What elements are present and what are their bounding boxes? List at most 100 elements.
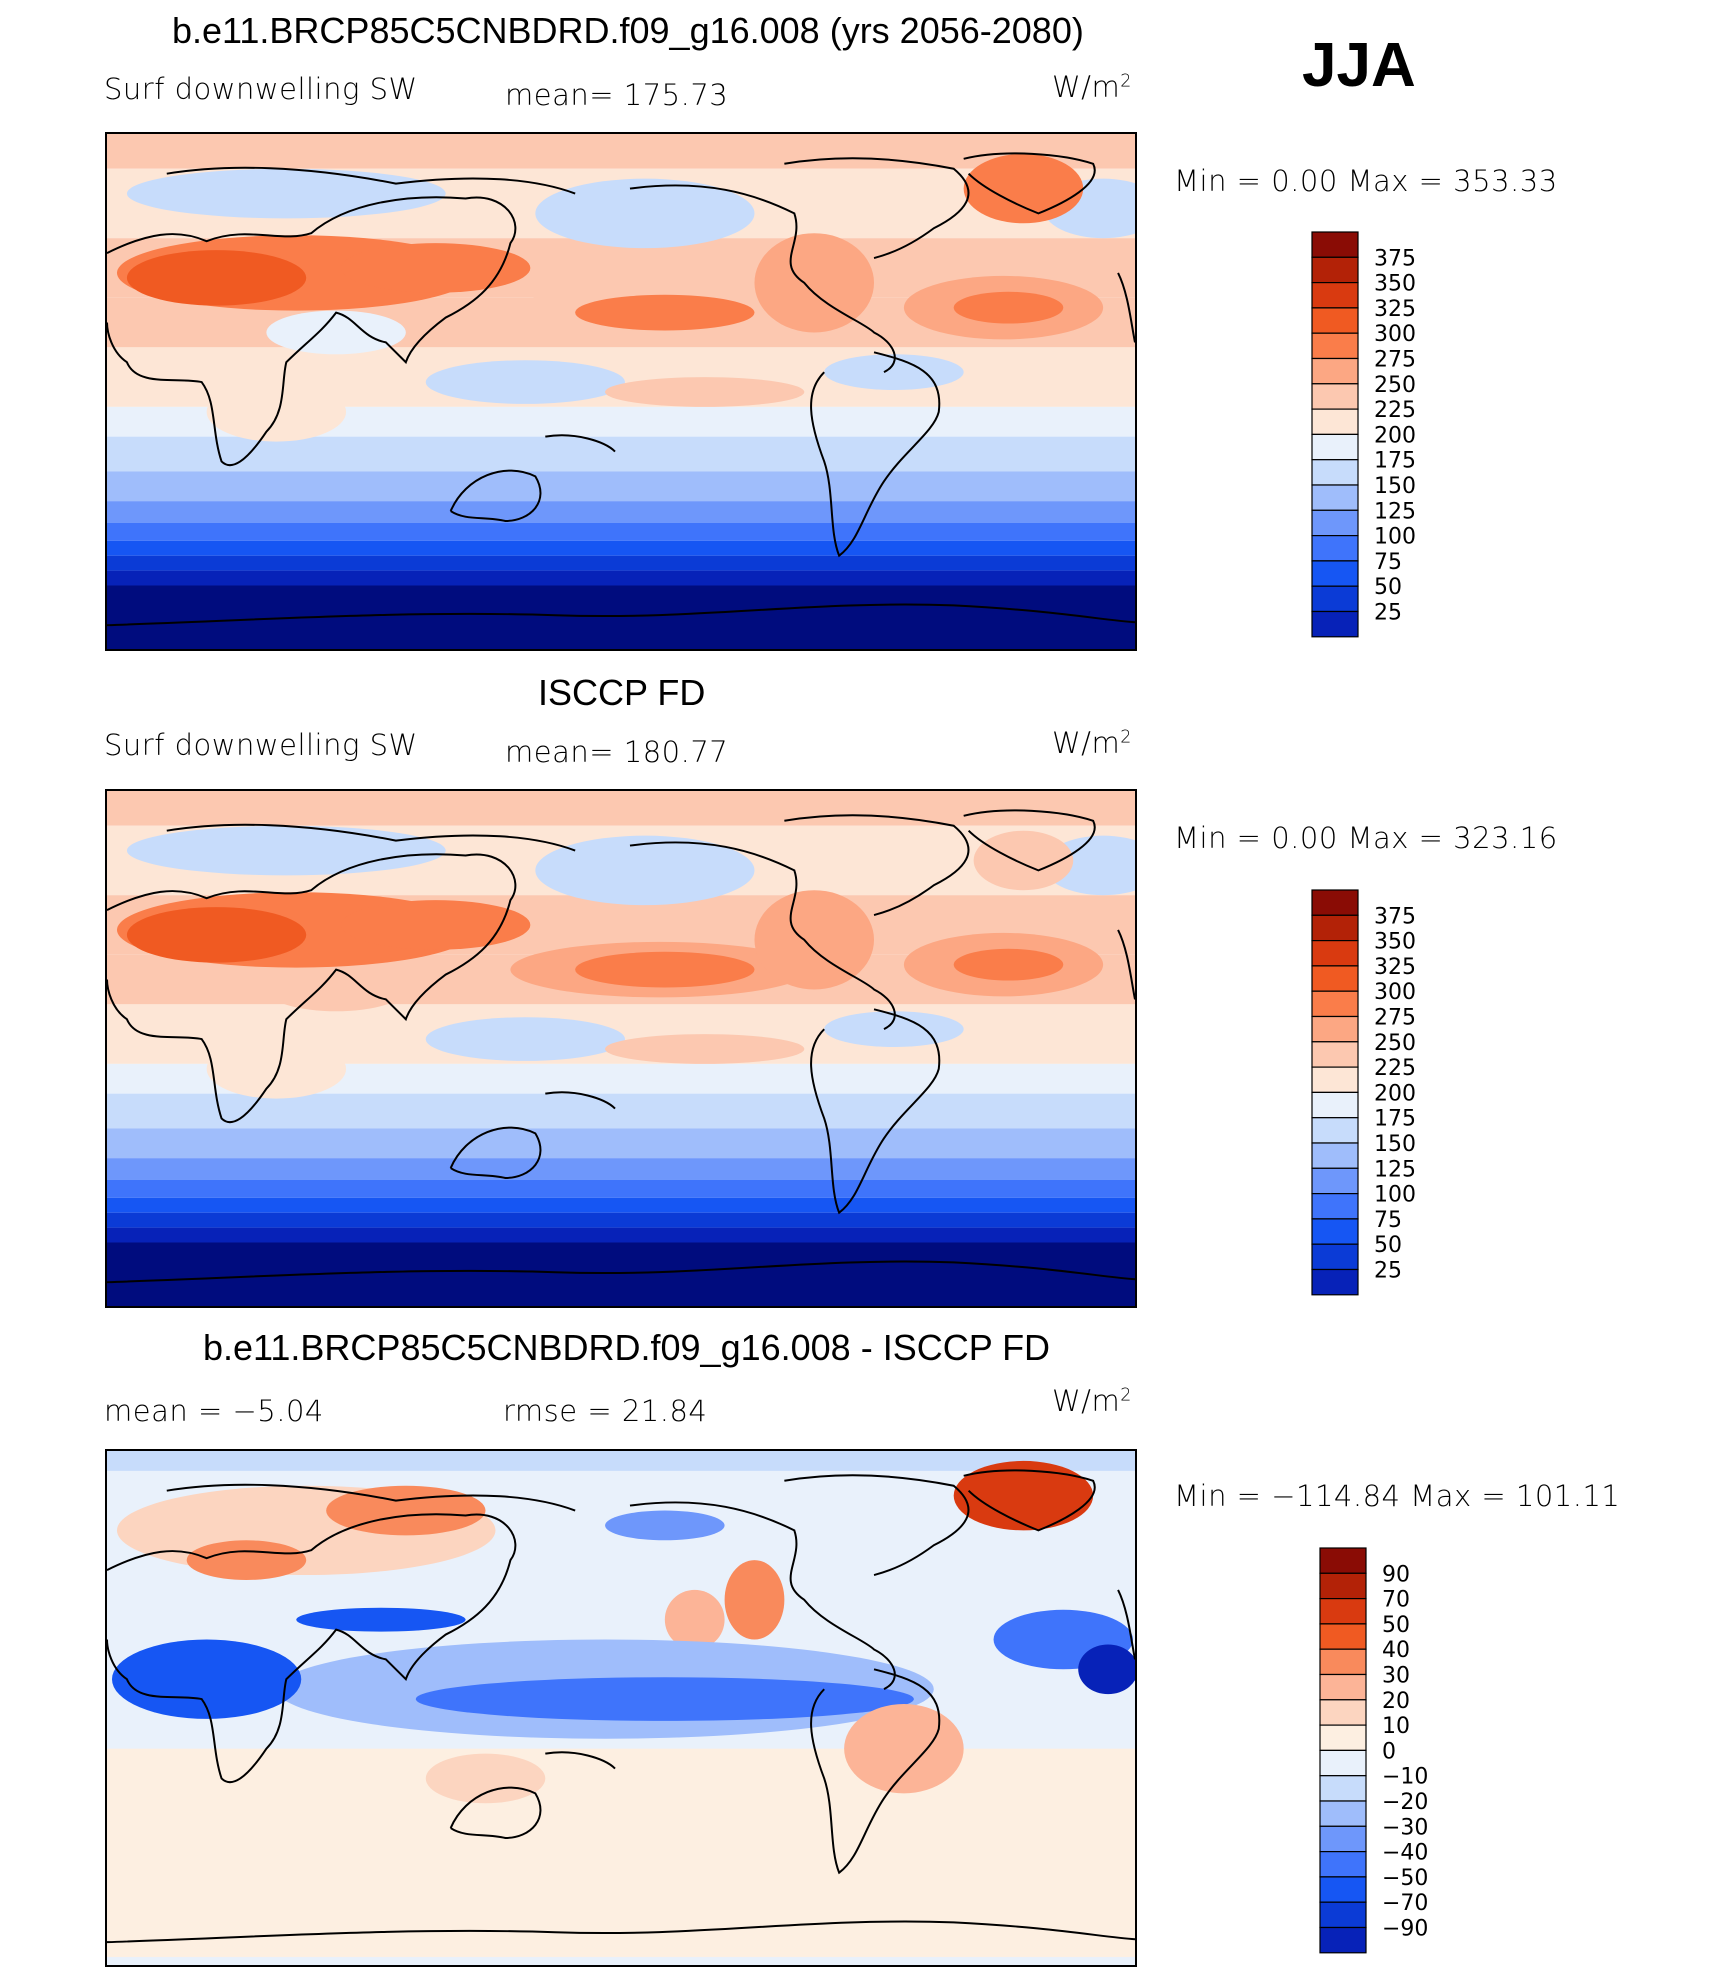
panel-3-colorbar-tick-label: −40	[1382, 1841, 1428, 1866]
panel-3-colorbar-tick-label: −70	[1382, 1891, 1428, 1916]
coastline-segment	[1117, 272, 1135, 343]
coastline-segment	[449, 469, 542, 522]
panel-2-colorbar-box	[1311, 889, 1359, 916]
coastline-segment	[629, 1501, 896, 1691]
field-contours	[107, 134, 1135, 649]
panel-2-colorbar-tick-label: 75	[1374, 1208, 1402, 1233]
panel-3-colorbar-tick-label: −20	[1382, 1790, 1428, 1815]
panel-2-colorbar-tick-label: 25	[1374, 1259, 1402, 1284]
coastline-segment	[107, 603, 1135, 627]
panel-2-colorbar-box	[1311, 1167, 1359, 1195]
coastline-segment	[629, 184, 896, 374]
panel-2-colorbar-box	[1311, 914, 1359, 942]
panel-2-colorbar-box	[1311, 1268, 1359, 1296]
panel-2-colorbar-tick-label: 50	[1374, 1233, 1402, 1258]
panel-1-colorbar-tick-label: 275	[1374, 348, 1416, 373]
coastline-segment	[784, 157, 970, 259]
panel-3-colorbar-tick-label: 20	[1382, 1689, 1410, 1714]
panel-3-colorbar-box	[1319, 1648, 1367, 1676]
panel-2-colorbar-box	[1311, 1193, 1359, 1220]
coastline-segment	[810, 351, 941, 558]
panel-3-colorbar-box	[1319, 1851, 1367, 1878]
panel-2-variable-label: Surf downwelling SW	[104, 728, 418, 762]
coastlines	[107, 1469, 1135, 1944]
coastline-segment	[963, 809, 1096, 872]
panel-2-colorbar-tick-label: 325	[1374, 955, 1416, 980]
panel-2-colorbar-tick-label: 125	[1374, 1157, 1416, 1182]
coastline-segment	[810, 1008, 941, 1215]
panel-1-colorbar-box	[1311, 509, 1359, 537]
panel-2-colorbar-tick-label: 200	[1374, 1081, 1416, 1106]
field-contours	[107, 1451, 1135, 1965]
panel-1-mean-label: mean= 175.73	[505, 78, 729, 112]
panel-3-colorbar-box	[1319, 1876, 1367, 1903]
coastline-segment	[1117, 1589, 1135, 1660]
panel-3-title: b.e11.BRCP85C5CNBDRD.f09_g16.008 - ISCCP…	[203, 1327, 1051, 1368]
panel-3-colorbar-box	[1319, 1623, 1367, 1650]
panel-3-colorbar-box	[1319, 1547, 1367, 1574]
panel-1-map	[105, 132, 1137, 651]
panel-1-colorbar-box	[1311, 459, 1359, 486]
panel-1-colorbar-tick-label: 250	[1374, 373, 1416, 398]
panel-1-colorbar-tick-label: 375	[1374, 246, 1416, 271]
panel-1-colorbar-tick-label: 200	[1374, 423, 1416, 448]
panel-3-colorbar-box	[1319, 1901, 1367, 1929]
panel-3-colorbar-box	[1319, 1673, 1367, 1701]
panel-1-colorbar-box	[1311, 408, 1359, 436]
panel-1-colorbar-box	[1311, 585, 1359, 613]
coastline-segment	[545, 1751, 616, 1770]
panel-1-colorbar-tick-label: 50	[1374, 575, 1402, 600]
panel-3-colorbar-tick-label: 50	[1382, 1613, 1410, 1638]
panel-2-colorbar-tick-label: 175	[1374, 1107, 1416, 1132]
panel-3-colorbar-box	[1319, 1572, 1367, 1600]
panel-3-map	[105, 1449, 1137, 1967]
panel-1-variable-label: Surf downwelling SW	[104, 72, 418, 106]
panel-2-colorbar-box	[1311, 1015, 1359, 1043]
panel-1-colorbar-tick-label: 350	[1374, 272, 1416, 297]
panel-2-map	[105, 789, 1137, 1308]
coastline-segment	[963, 152, 1096, 215]
coastlines	[107, 152, 1135, 627]
panel-1-field-svg	[107, 134, 1135, 649]
panel-3-colorbar-tick-label: 40	[1382, 1638, 1410, 1663]
coastline-segment	[107, 1920, 1135, 1944]
panel-1-colorbar: 3753503253002752502252001751501251007550…	[1311, 231, 1416, 638]
panel-3-colorbar-tick-label: 10	[1382, 1714, 1410, 1739]
panel-3-colorbar-box	[1319, 1775, 1367, 1802]
panel-2-colorbar-tick-label: 100	[1374, 1183, 1416, 1208]
panel-2-colorbar-box	[1311, 1117, 1359, 1144]
coastline-segment	[784, 814, 970, 916]
panel-3-colorbar-box	[1319, 1926, 1367, 1954]
field-contours	[107, 791, 1135, 1306]
panel-2-colorbar-tick-label: 350	[1374, 930, 1416, 955]
panel-3-colorbar-tick-label: −50	[1382, 1866, 1428, 1891]
panel-2-colorbar-tick-label: 275	[1374, 1006, 1416, 1031]
panel-2-colorbar-box	[1311, 1041, 1359, 1068]
panel-1-colorbar-tick-label: 175	[1374, 449, 1416, 474]
panel-1-colorbar-box	[1311, 484, 1359, 511]
coastline-segment	[545, 1091, 616, 1110]
panel-1-minmax: Min = 0.00 Max = 353.33	[1174, 164, 1558, 198]
panel-2-colorbar-box	[1311, 1091, 1359, 1119]
season-label: JJA	[1302, 31, 1416, 100]
panel-1-colorbar-tick-label: 300	[1374, 322, 1416, 347]
coastline-segment	[166, 823, 576, 852]
panel-1-colorbar-box	[1311, 535, 1359, 562]
panel-1-colorbar-tick-label: 25	[1374, 601, 1402, 626]
coastline-segment	[449, 1786, 542, 1839]
panel-1-units: W/m2	[1052, 70, 1132, 104]
panel-3-colorbar-box	[1319, 1724, 1367, 1752]
panel-2-colorbar-box	[1311, 1142, 1359, 1169]
panel-3-colorbar-box	[1319, 1699, 1367, 1726]
panel-2-field-svg	[107, 791, 1135, 1306]
coastline-segment	[166, 1483, 576, 1512]
panel-3-colorbar-tick-label: 70	[1382, 1588, 1410, 1613]
panel-3-colorbar-tick-label: −10	[1382, 1765, 1428, 1790]
panel-3-field-svg	[107, 1451, 1135, 1965]
coastline-segment	[107, 1513, 517, 1784]
coastline-segment	[545, 434, 616, 453]
panel-1-colorbar-box	[1311, 357, 1359, 385]
coastline-segment	[963, 1469, 1096, 1532]
panel-2-colorbar-tick-label: 150	[1374, 1132, 1416, 1157]
panel-1-colorbar-box	[1311, 281, 1359, 309]
